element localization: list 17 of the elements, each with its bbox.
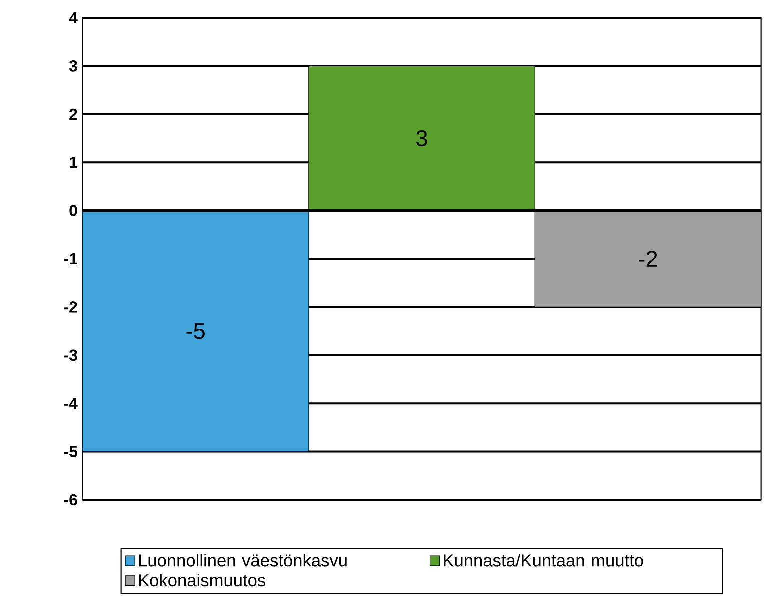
legend-label: Luonnollinen väestönkasvu [139, 554, 347, 567]
y-tick-label: -3 [64, 350, 78, 362]
data-label: -2 [639, 251, 658, 267]
legend-label: Kokonaismuutos [139, 574, 266, 587]
y-tick-label: -1 [64, 253, 78, 264]
y-tick-label: 1 [70, 157, 78, 168]
data-label: -5 [186, 323, 205, 340]
y-tick-label: -5 [64, 446, 78, 458]
y-tick-label: 4 [69, 12, 78, 24]
y-tick-label: 2 [70, 108, 78, 120]
y-tick-label: -2 [64, 302, 78, 313]
y-tick-label: -6 [64, 494, 78, 506]
data-label: 3 [416, 130, 428, 147]
y-tick-label: -4 [64, 398, 78, 410]
y-tick-label: 3 [69, 60, 78, 72]
y-tick-label: 0 [70, 205, 78, 216]
legend-label: Kunnasta/Kuntaan muutto [444, 554, 644, 567]
